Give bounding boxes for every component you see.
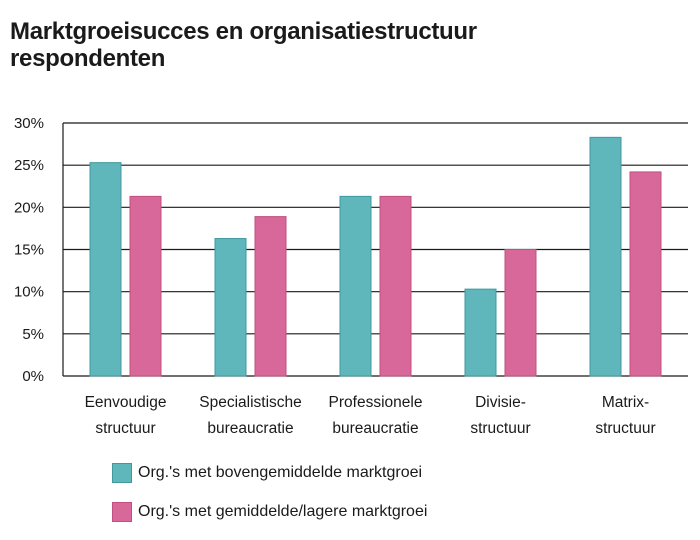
x-tick-label: structuur: [95, 420, 155, 437]
x-tick-label: structuur: [470, 420, 530, 437]
legend-swatch-series-1: [112, 463, 132, 483]
bar-series-2: [254, 216, 287, 377]
bar-series-2: [379, 195, 412, 377]
x-tick-label: Professionele: [329, 394, 423, 411]
chart-title-line-2: respondenten: [10, 45, 166, 72]
y-tick-label: 0%: [22, 368, 44, 385]
y-tick-label: 15%: [14, 242, 44, 259]
y-tick-label: 10%: [14, 284, 44, 301]
legend: Org.'s met bovengemiddelde marktgroei Or…: [112, 462, 427, 540]
bar-series-2: [504, 249, 537, 377]
bar-series-1: [589, 136, 622, 377]
legend-label-series-1: Org.'s met bovengemiddelde marktgroei: [138, 464, 423, 481]
bar-series-1: [464, 288, 497, 377]
chart-title-line-1: Marktgroeisucces en organisatiestructuur: [10, 18, 477, 45]
y-tick-label: 25%: [14, 157, 44, 174]
legend-item-series-2: Org.'s met gemiddelde/lagere marktgroei: [112, 501, 427, 523]
y-tick-label: 5%: [22, 326, 44, 343]
bar-series-2: [629, 171, 662, 377]
bar-chart: 30% 25% 20% 15% 10% 5% 0% Eenvoudige structuur Sp…: [14, 115, 688, 437]
x-tick-label: Eenvoudige: [85, 394, 167, 411]
legend-item-series-1: Org.'s met bovengemiddelde marktgroei: [112, 462, 427, 484]
bar-series-2: [129, 195, 162, 377]
x-tick-label: Specialistische: [199, 394, 302, 411]
legend-swatch-series-2: [112, 502, 132, 522]
bar-series-1: [339, 195, 372, 377]
x-tick-label: bureaucratie: [207, 420, 293, 437]
y-tick-label: 20%: [14, 199, 44, 216]
y-tick-label: 30%: [14, 115, 44, 132]
bar-series-1: [89, 162, 122, 377]
x-tick-label: structuur: [595, 420, 655, 437]
bar-series-1: [214, 238, 247, 377]
x-tick-label: bureaucratie: [332, 420, 418, 437]
legend-label-series-2: Org.'s met gemiddelde/lagere marktgroei: [138, 503, 428, 520]
x-tick-label: Divisie-: [475, 394, 526, 411]
x-tick-label: Matrix-: [602, 394, 649, 411]
chart-title: Marktgroeisucces en organisatiestructuur…: [10, 18, 690, 72]
